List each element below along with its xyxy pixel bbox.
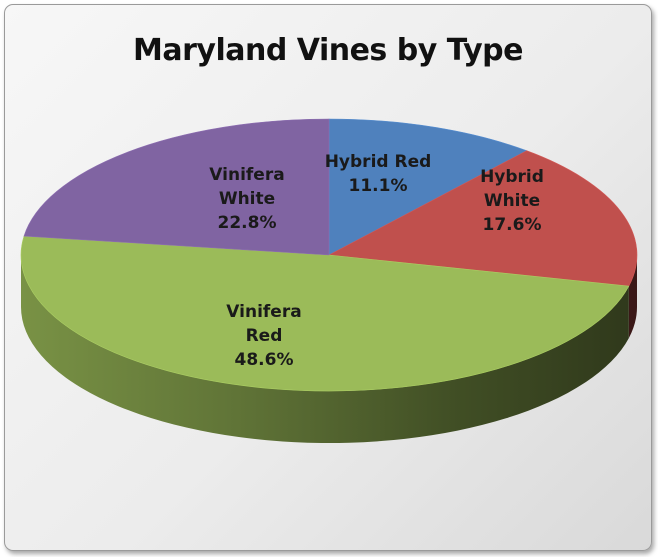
pie-side-vinifera-red [21, 255, 629, 443]
pie-slice-hybrid-white [327, 150, 638, 287]
slice-label-hybrid-red: Hybrid Red 11.1% [325, 152, 432, 196]
slice-label-vinifera-white: Vinifera White 22.8% [209, 165, 284, 233]
slice-label-vinifera-red: Vinifera Red 48.6% [226, 302, 301, 370]
pie-slice-vinifera-red [20, 235, 630, 392]
pie-side-hybrid-white [628, 255, 637, 339]
slice-label-hybrid-white: Hybrid White 17.6% [480, 167, 544, 235]
chart-title: Maryland Vines by Type [133, 33, 524, 68]
pie-slice-vinifera-white [23, 118, 330, 256]
pie-slice-hybrid-red [328, 118, 528, 256]
